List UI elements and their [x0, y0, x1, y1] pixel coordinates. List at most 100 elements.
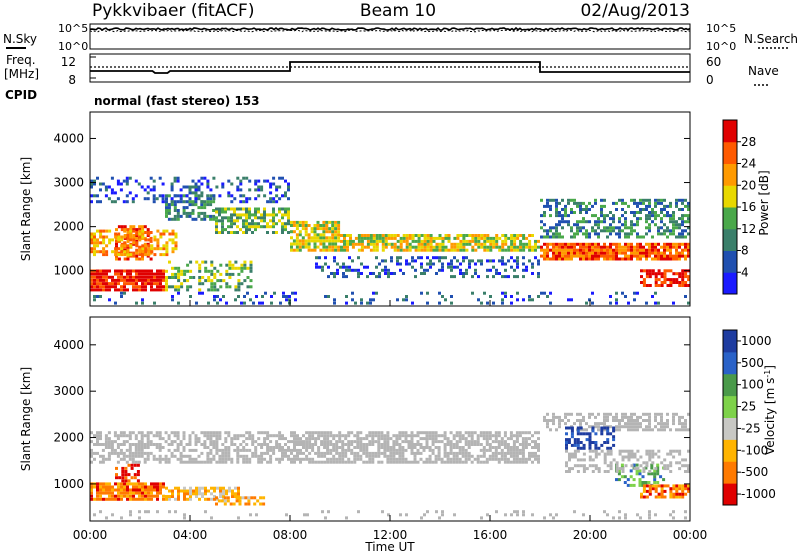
velocity-cell	[99, 491, 102, 495]
velocity-cell	[387, 513, 390, 517]
velocity-cell	[207, 489, 210, 493]
power-cell	[555, 214, 558, 218]
power-cell	[284, 207, 287, 211]
velocity-cell	[404, 434, 408, 438]
velocity-cell	[633, 428, 636, 432]
power-cell	[141, 288, 144, 292]
power-cell	[219, 298, 222, 302]
power-cell	[537, 239, 540, 243]
power-cell	[543, 211, 546, 214]
power-cell	[251, 219, 254, 223]
noise-search-line	[89, 29, 691, 33]
power-cell	[357, 272, 360, 275]
power-cell	[321, 265, 324, 269]
power-cell	[615, 245, 618, 249]
velocity-cell	[210, 486, 213, 490]
power-cell	[165, 206, 168, 210]
velocity-cell	[669, 487, 673, 491]
velocity-cell	[576, 432, 580, 436]
power-cell	[153, 272, 156, 276]
power-cell	[322, 245, 326, 249]
power-cell	[588, 235, 591, 239]
power-cell	[333, 259, 336, 263]
power-cell	[198, 291, 201, 295]
power-cell	[501, 245, 505, 249]
power-cell	[426, 256, 429, 260]
power-cell	[498, 248, 502, 252]
velocity-cell	[266, 443, 270, 446]
power-cell	[228, 276, 232, 279]
velocity-cell	[244, 496, 248, 500]
velocity-cell	[195, 486, 198, 490]
velocity-cell	[684, 470, 687, 473]
power-cell	[681, 248, 684, 252]
freq-tick-top: 12	[61, 55, 76, 69]
velocity-cell	[227, 451, 231, 455]
velocity-cell	[582, 446, 586, 450]
velocity-cell	[654, 412, 657, 416]
power-cell	[213, 295, 216, 298]
power-cell	[453, 256, 456, 260]
velocity-cell	[99, 460, 102, 464]
velocity-cell	[137, 451, 141, 455]
velocity-cell	[615, 412, 618, 416]
velocity-cell	[630, 455, 634, 459]
velocity-cell	[253, 496, 257, 500]
power-cell	[233, 222, 236, 226]
velocity-cell	[452, 457, 456, 461]
velocity-cell	[380, 443, 384, 446]
velocity-cell	[188, 460, 192, 464]
power-cell	[301, 227, 305, 231]
velocity-cell	[479, 431, 483, 435]
velocity-cell	[509, 460, 513, 464]
velocity-cell	[209, 434, 213, 438]
power-cell	[357, 256, 360, 260]
power-cell	[450, 242, 454, 246]
power-cell	[224, 207, 227, 211]
velocity-cell	[231, 489, 234, 493]
colorbar-tick-label: 16	[741, 200, 756, 214]
power-cell	[183, 279, 187, 283]
power-cell	[125, 182, 129, 186]
velocity-cell	[121, 476, 125, 480]
date-title: 02/Aug/2013	[580, 1, 690, 21]
power-cell	[582, 208, 585, 211]
power-cell	[657, 248, 660, 252]
power-cell	[612, 201, 615, 205]
power-cell	[426, 245, 430, 249]
power-cell	[675, 254, 678, 258]
power-cell	[125, 200, 129, 204]
power-cell	[573, 235, 576, 239]
power-cell	[304, 239, 308, 243]
power-cell	[149, 188, 153, 192]
power-cell	[269, 182, 273, 186]
power-cell	[159, 232, 163, 236]
velocity-cell	[684, 487, 688, 491]
velocity-cell	[606, 415, 609, 419]
velocity-cell	[660, 487, 664, 491]
power-cell	[660, 208, 663, 211]
power-cell	[287, 222, 290, 226]
power-cell	[269, 200, 273, 204]
velocity-cell	[639, 455, 643, 459]
velocity-cell	[149, 443, 153, 446]
velocity-cell	[90, 485, 93, 489]
power-cell	[573, 201, 576, 205]
velocity-cell	[470, 440, 474, 444]
power-cell	[185, 206, 189, 210]
velocity-cell	[147, 491, 150, 495]
velocity-cell	[143, 446, 147, 449]
power-cell	[624, 220, 627, 224]
power-cell	[322, 248, 326, 252]
velocity-cell	[356, 451, 360, 455]
velocity-cell	[317, 448, 321, 452]
power-cell	[561, 217, 564, 221]
power-cell	[254, 216, 257, 220]
velocity-cell	[582, 464, 586, 468]
power-cell	[218, 210, 221, 214]
velocity-cell	[407, 460, 411, 464]
velocity-cell	[672, 516, 675, 520]
power-cell	[155, 197, 159, 201]
velocity-cell	[137, 460, 141, 464]
power-cell	[203, 203, 207, 207]
